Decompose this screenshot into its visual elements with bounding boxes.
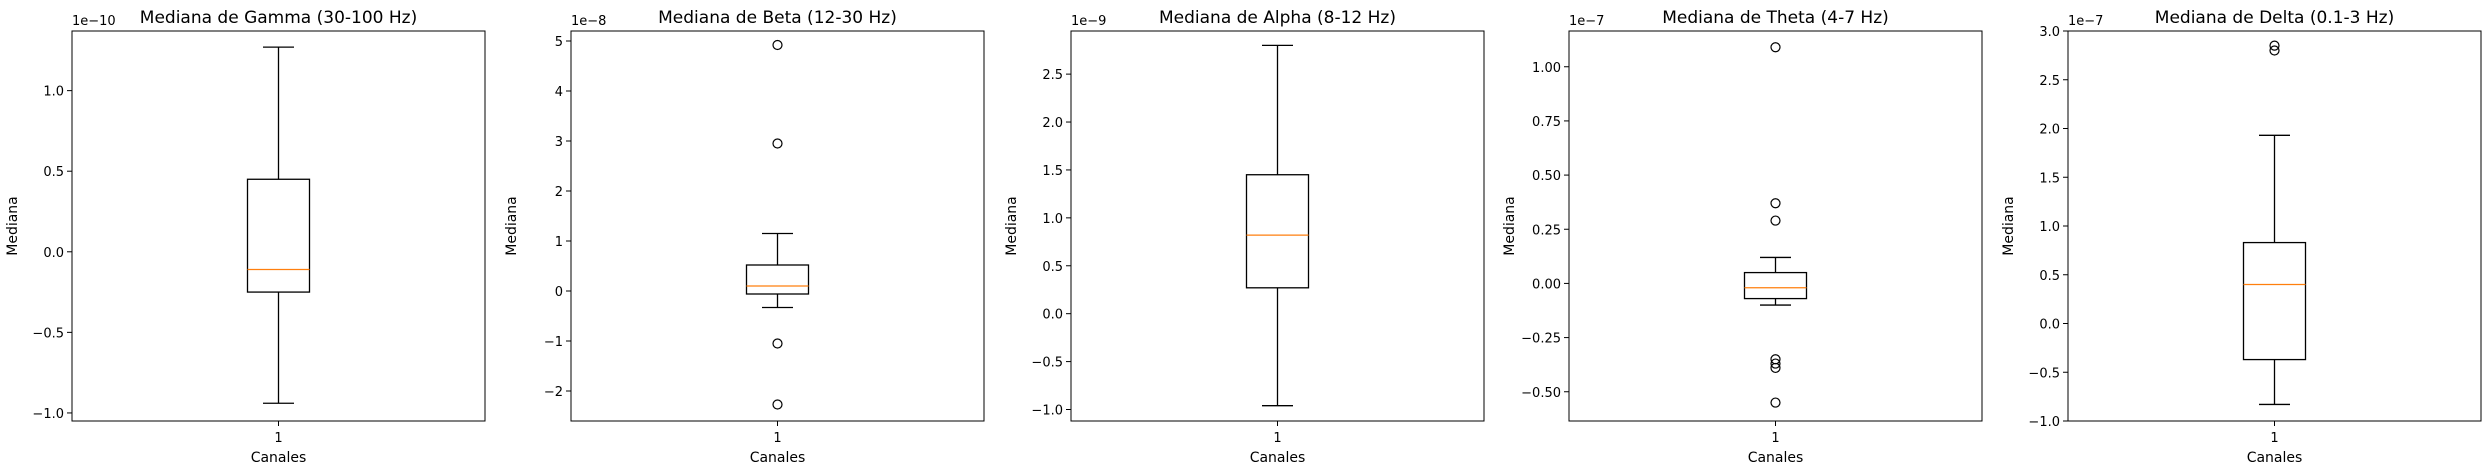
- outlier-point: [1770, 42, 1781, 53]
- chart-title: Mediana de Gamma (30-100 Hz): [140, 8, 417, 28]
- axis-offset-text: 1e−10: [72, 14, 116, 29]
- box-iqr: [1743, 271, 1808, 300]
- outlier-point: [2269, 40, 2280, 51]
- y-axis-label: Mediana: [1004, 196, 1020, 256]
- x-tick-label: 1: [773, 431, 781, 446]
- y-tick-label: −0.50: [1521, 386, 1561, 401]
- outlier-point: [1770, 362, 1781, 374]
- x-axis-label: Canales: [1748, 450, 1804, 466]
- y-tick-label: 2: [555, 185, 563, 200]
- y-tick-label: −1.0: [32, 407, 64, 422]
- chart-title: Mediana de Delta (0.1-3 Hz): [2155, 8, 2394, 28]
- subplot-3: −1.0 −0.5 0.0 0.5 1.0 1.5 2.0 2.5 1 Canales Median…: [1004, 8, 1485, 466]
- subplot-2: −2 −1 0 1 2 3 4 5 1 Canales Mediana Mediana de Beta…: [504, 8, 985, 466]
- y-tick-label: −1.0: [2028, 415, 2060, 430]
- y-tick-label: 2.5: [2039, 74, 2060, 89]
- outlier-point: [772, 399, 783, 410]
- axis-offset-text: 1e−9: [1071, 14, 1106, 29]
- y-tick-label: 0.5: [2039, 269, 2060, 284]
- y-tick-label: 0.0: [1042, 308, 1063, 323]
- y-axis-label: Mediana: [2001, 196, 2017, 256]
- axes-frame: [1568, 30, 1983, 422]
- y-tick-label: 1.00: [1532, 61, 1561, 76]
- y-tick-label: 0.00: [1532, 277, 1561, 292]
- y-tick-label: −0.5: [32, 326, 64, 341]
- axis-offset-text: 1e−8: [571, 14, 606, 29]
- subplot-5: −1.0 −0.5 0.0 0.5 1.0 1.5 2.0 2.5 3.0 1 Canales Med…: [2001, 8, 2482, 466]
- y-tick-label: 4: [555, 85, 563, 100]
- y-axis-label: Mediana: [1502, 196, 1518, 256]
- y-tick-label: 3: [555, 135, 563, 150]
- y-tick-label: 0.5: [1042, 260, 1063, 275]
- y-tick-label: 1: [555, 235, 563, 250]
- outlier-point: [772, 138, 783, 149]
- y-axis-label: Mediana: [504, 196, 520, 256]
- x-axis-label: Canales: [750, 450, 806, 466]
- y-tick-label: 1.0: [1042, 212, 1063, 227]
- y-tick-label: −0.25: [1521, 332, 1561, 347]
- outlier-point: [1770, 397, 1781, 408]
- subplot-4: −0.50 −0.25 0.00 0.25 0.50 0.75 1.00 1 Canales Me…: [1502, 8, 1983, 466]
- y-tick-label: 1.5: [2039, 171, 2060, 186]
- outlier-point: [2269, 45, 2280, 56]
- y-tick-label: 0.75: [1532, 115, 1561, 130]
- y-tick-label: 0.0: [2039, 318, 2060, 333]
- y-tick-label: 3.0: [2039, 25, 2060, 40]
- y-tick-label: 0.50: [1532, 169, 1561, 184]
- x-tick-label: 1: [274, 431, 282, 446]
- x-tick-label: 1: [1771, 431, 1779, 446]
- axis-offset-text: 1e−7: [2068, 14, 2103, 29]
- chart-title: Mediana de Alpha (8-12 Hz): [1159, 8, 1396, 28]
- y-tick-label: 0: [555, 285, 563, 300]
- outlier-point: [1770, 215, 1781, 226]
- x-tick-label: 1: [2270, 431, 2278, 446]
- y-tick-label: −1.0: [1031, 404, 1063, 419]
- y-tick-label: 0.25: [1532, 223, 1561, 238]
- y-tick-label: −0.5: [1031, 356, 1063, 371]
- y-tick-label: 0.5: [43, 165, 64, 180]
- subplot-1: −1.0 −0.5 0.0 0.5 1.0 1 Canales Mediana Mediana …: [5, 8, 486, 466]
- x-axis-label: Canales: [2247, 450, 2303, 466]
- outlier-point: [772, 39, 783, 51]
- y-tick-label: −0.5: [2028, 366, 2060, 381]
- y-tick-label: 1.0: [43, 85, 64, 100]
- y-tick-label: 2.0: [1042, 116, 1063, 131]
- y-axis-label: Mediana: [5, 196, 21, 256]
- x-axis-label: Canales: [251, 450, 307, 466]
- y-tick-label: 1.5: [1042, 164, 1063, 179]
- y-tick-label: 5: [555, 35, 563, 50]
- y-tick-label: −1: [544, 335, 563, 350]
- chart-title: Mediana de Beta (12-30 Hz): [658, 8, 897, 28]
- y-tick-label: −2: [544, 385, 563, 400]
- y-tick-label: 0.0: [43, 246, 64, 261]
- outlier-point: [772, 338, 783, 349]
- chart-title: Mediana de Theta (4-7 Hz): [1662, 8, 1889, 28]
- outlier-point: [1770, 198, 1781, 209]
- axis-offset-text: 1e−7: [1569, 14, 1604, 29]
- axes-frame: [570, 30, 985, 422]
- y-tick-label: 2.5: [1042, 68, 1063, 83]
- box-iqr: [1245, 174, 1310, 289]
- box-iqr: [2242, 241, 2307, 361]
- y-tick-label: 1.0: [2039, 220, 2060, 235]
- outlier-point: [1770, 358, 1781, 369]
- box-iqr: [745, 264, 810, 295]
- box-iqr: [246, 178, 311, 293]
- x-tick-label: 1: [1273, 431, 1281, 446]
- x-axis-label: Canales: [1250, 450, 1306, 466]
- y-tick-label: 2.0: [2039, 123, 2060, 138]
